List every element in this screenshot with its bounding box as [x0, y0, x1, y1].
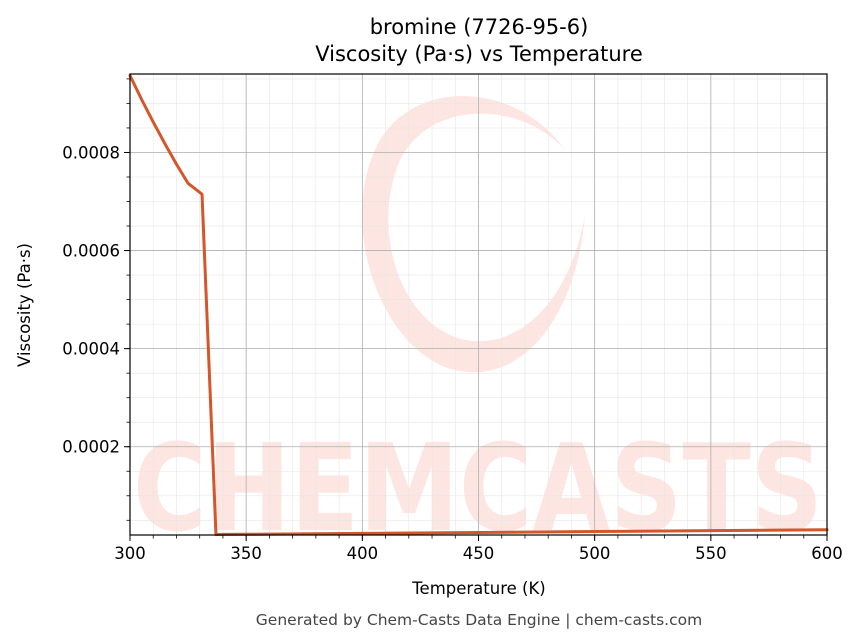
y-tick-label: 0.0004: [62, 340, 120, 359]
x-tick-label: 400: [347, 544, 379, 563]
x-tick-label: 300: [114, 544, 146, 563]
y-axis-label: Viscosity (Pa·s): [15, 243, 34, 367]
y-tick-label: 0.0008: [62, 143, 120, 162]
y-tick-label: 0.0002: [62, 438, 120, 457]
x-axis: 300 350 400 450 500 550 600: [114, 535, 843, 563]
x-tick-label: 600: [811, 544, 843, 563]
x-tick-label: 550: [695, 544, 727, 563]
x-axis-label: Temperature (K): [411, 579, 545, 598]
x-tick-label: 500: [579, 544, 611, 563]
y-tick-label: 0.0006: [62, 242, 120, 261]
watermark: CHEMCASTS: [133, 95, 823, 559]
footer-text: Generated by Chem-Casts Data Engine | ch…: [256, 611, 702, 629]
x-tick-label: 350: [230, 544, 262, 563]
chart-title-line-2: Viscosity (Pa·s) vs Temperature: [315, 42, 643, 66]
y-axis: 0.0002 0.0004 0.0006 0.0008: [62, 78, 130, 521]
chart-title-line-1: bromine (7726-95-6): [370, 15, 589, 39]
x-tick-label: 450: [463, 544, 495, 563]
watermark-swirl: [362, 95, 585, 373]
plot-area: CHEMCASTS: [128, 73, 829, 559]
